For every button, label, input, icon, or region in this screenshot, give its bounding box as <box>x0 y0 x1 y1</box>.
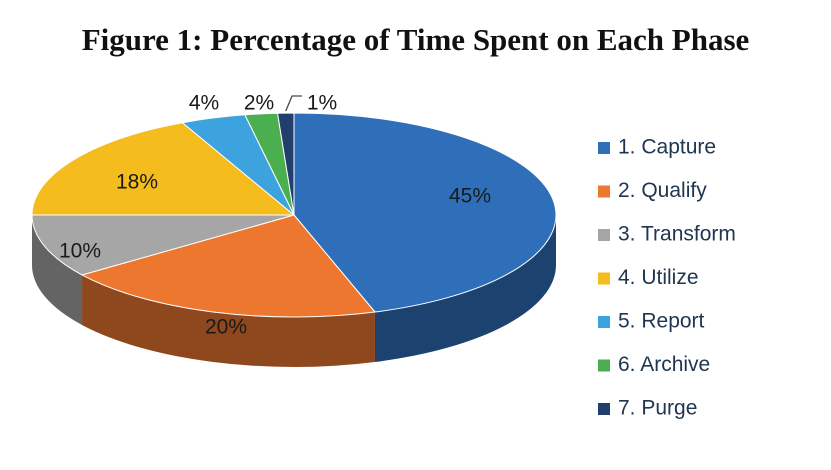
pie-tops <box>31 112 557 318</box>
slice-label-5: 4% <box>189 92 219 115</box>
legend-label-7: 7. Purge <box>618 397 697 420</box>
pie-slice-7 <box>276 112 295 216</box>
legend-label-2: 2. Qualify <box>618 179 707 202</box>
slice-labels: 45% 20% 10% 18% 4% 2% 1% <box>59 92 491 339</box>
pie-side-2 <box>82 274 375 367</box>
leader-line-purge <box>285 95 302 112</box>
legend-swatch-5 <box>598 316 610 328</box>
pie-slice-4 <box>31 122 296 216</box>
slice-label-4: 18% <box>116 171 158 194</box>
slice-label-3: 10% <box>59 240 101 263</box>
slice-label-6: 2% <box>244 92 274 115</box>
legend: 1. Capture 2. Qualify 3. Transform 4. Utili… <box>598 136 736 420</box>
pie-side-3 <box>32 215 83 325</box>
legend-label-4: 4. Utilize <box>618 266 699 289</box>
pie-side-1 <box>374 215 556 363</box>
pie-sides <box>32 215 556 367</box>
legend-swatch-1 <box>598 142 610 154</box>
legend-label-5: 5. Report <box>618 310 705 333</box>
legend-swatch-6 <box>598 359 610 372</box>
slice-label-2: 20% <box>205 316 247 339</box>
legend-swatch-2 <box>598 185 610 198</box>
legend-label-1: 1. Capture <box>618 136 716 159</box>
legend-swatch-4 <box>598 272 610 285</box>
legend-label-6: 6. Archive <box>618 353 710 376</box>
slice-label-1: 45% <box>449 185 491 208</box>
legend-swatch-7 <box>598 403 610 415</box>
legend-swatch-3 <box>598 229 610 241</box>
pie-slice-3 <box>31 214 295 276</box>
legend-label-3: 3. Transform <box>618 223 736 246</box>
slice-label-7: 1% <box>307 92 337 115</box>
chart-title: Figure 1: Percentage of Time Spent on Ea… <box>81 22 750 57</box>
pie-slice-2 <box>80 214 376 318</box>
pie-slice-1 <box>293 112 557 313</box>
